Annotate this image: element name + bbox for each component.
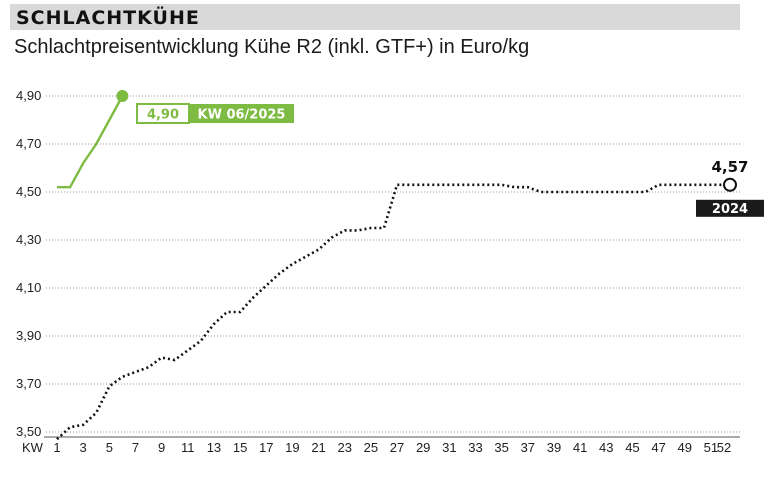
series-line-2024 — [56, 183, 724, 441]
y-tick-label: 3,90 — [16, 328, 41, 343]
x-tick-label: 35 — [494, 440, 508, 455]
x-axis-label: KW — [22, 440, 44, 455]
x-tick-label: 3 — [80, 440, 87, 455]
x-tick-label: 19 — [285, 440, 299, 455]
year-badge-text: 2024 — [712, 202, 748, 217]
x-tick-label: 45 — [625, 440, 639, 455]
x-tick-label: 21 — [311, 440, 325, 455]
year-badge-box — [696, 199, 764, 217]
x-tick-label: 13 — [207, 440, 221, 455]
week-badge-box — [189, 104, 294, 123]
x-tick-label: 1 — [53, 440, 60, 455]
x-tick-label: 23 — [337, 440, 351, 455]
value-badge-text: 4,90 — [147, 108, 179, 123]
x-tick-label: 7 — [132, 440, 139, 455]
x-tick-label: 27 — [390, 440, 404, 455]
y-tick-label: 4,90 — [16, 88, 41, 103]
x-tick-label: 47 — [651, 440, 665, 455]
y-tick-label: 4,30 — [16, 232, 41, 247]
x-tick-label: 11 — [181, 440, 195, 455]
x-tick-label: 25 — [364, 440, 378, 455]
x-tick-label: 39 — [547, 440, 561, 455]
x-tick-label: 37 — [521, 440, 535, 455]
week-badge-text: KW 06/2025 — [198, 108, 286, 123]
x-tick-label: 49 — [678, 440, 692, 455]
x-tick-label: 31 — [442, 440, 456, 455]
y-tick-label: 3,50 — [16, 424, 41, 439]
x-tick-label: 9 — [158, 440, 165, 455]
x-tick-label: 33 — [468, 440, 482, 455]
x-axis-ticks: 1 3 5 7 9 11 13 15 17 19 21 23 25 27 29 31 33 35 37 39 41 43 4… — [53, 440, 731, 455]
series-end-point-2024 — [723, 177, 737, 192]
y-tick-label: 4,70 — [16, 136, 41, 151]
x-tick-label: 15 — [233, 440, 247, 455]
series-line-2025 — [57, 95, 124, 189]
y-tick-label: 4,10 — [16, 280, 41, 295]
header-bar: SCHLACHTKÜHE — [10, 4, 740, 30]
x-tick-label: 29 — [416, 440, 430, 455]
x-tick-label: 43 — [599, 440, 613, 455]
y-tick-label: 3,70 — [16, 376, 41, 391]
series-layer — [56, 95, 724, 441]
y-tick-label: 4,50 — [16, 184, 41, 199]
annotations: 4,90 KW 06/2025 4,57 2024 — [116, 90, 764, 217]
end-value-label: 4,57 — [711, 158, 748, 176]
x-tick-label: 5 — [106, 440, 113, 455]
x-tick-label: 41 — [573, 440, 587, 455]
x-tick-label: 52 — [717, 440, 731, 455]
series-end-point-2025 — [116, 90, 129, 102]
x-tick-label: 51 — [704, 440, 718, 455]
gridlines — [46, 95, 740, 433]
chart-title: Schlachtpreisentwicklung Kühe R2 (inkl. … — [14, 36, 530, 58]
header-title: SCHLACHTKÜHE — [16, 7, 200, 29]
y-axis-ticks: 3,50 3,70 3,90 4,10 4,30 4,50 4,70 4,90 — [16, 88, 41, 439]
x-tick-label: 17 — [259, 440, 273, 455]
